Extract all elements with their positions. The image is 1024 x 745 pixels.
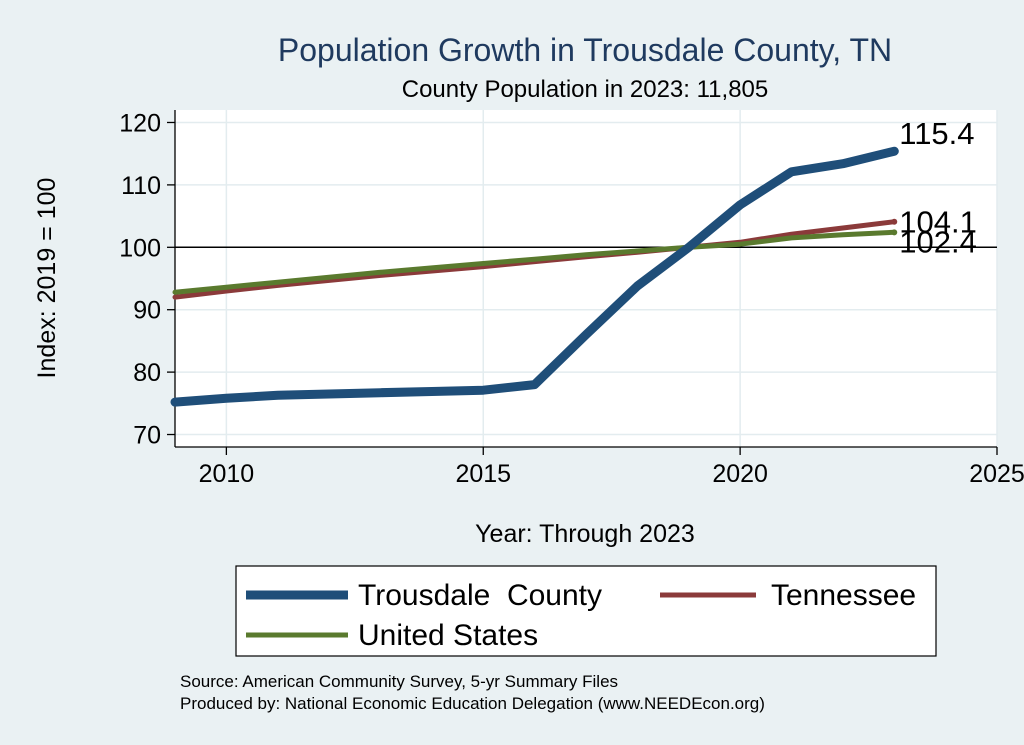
axes: 70 80 90 100 110 120 2010 2015 2020 2025: [119, 109, 1024, 488]
chart-subtitle: County Population in 2023: 11,805: [402, 76, 769, 103]
y-tick-label: 120: [119, 109, 161, 137]
x-tick-label: 2020: [712, 460, 768, 488]
x-axis-label: Year: Through 2023: [475, 520, 695, 548]
end-label-tennessee: 104.1: [899, 205, 977, 240]
legend: Trousdale County Tennessee United States: [235, 565, 937, 657]
legend-label-trousdale-county: Trousdale County: [358, 579, 602, 612]
series-line-united-states: [172, 229, 897, 295]
y-tick-label: 110: [121, 172, 161, 200]
y-tick-label: 100: [119, 234, 161, 262]
x-tick-label: 2010: [199, 460, 255, 488]
end-point-tennessee: [891, 218, 898, 225]
legend-label-united-states: United States: [358, 619, 538, 652]
series-lines: [170, 146, 899, 407]
source-note: Source: American Community Survey, 5-yr …: [180, 672, 618, 691]
legend-label-tennessee: Tennessee: [771, 579, 916, 612]
y-tick-label: 80: [133, 359, 161, 387]
chart-title: Population Growth in Trousdale County, T…: [278, 32, 892, 68]
end-label-trousdale-county: 115.4: [899, 116, 974, 151]
end-point-united-states: [891, 229, 898, 236]
x-tick-label: 2025: [969, 460, 1024, 488]
y-tick-label: 70: [133, 422, 161, 450]
produced-note: Produced by: National Economic Education…: [180, 694, 765, 713]
legend-box: [235, 565, 937, 657]
end-point-trousdale-county: [891, 148, 898, 155]
y-tick-label: 90: [133, 297, 161, 325]
y-axis-label: Index: 2019 = 100: [33, 178, 61, 379]
end-label-united-states: 102.4: [899, 224, 977, 259]
x-tick-label: 2015: [455, 460, 511, 488]
series-line-trousdale-county: [170, 146, 899, 407]
